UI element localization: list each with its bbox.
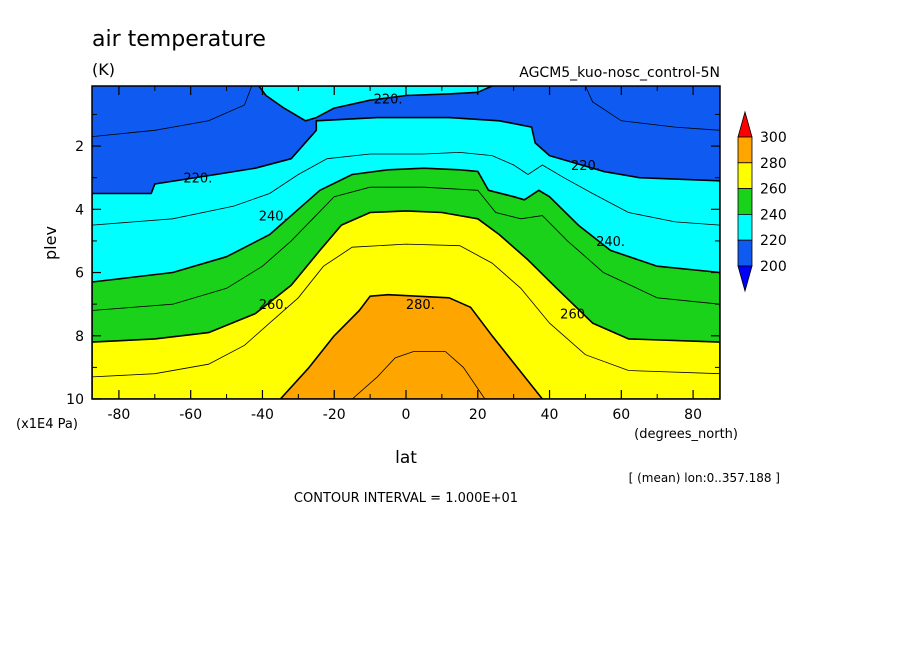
contour-label: 220. [374,93,403,108]
contour-label: 240. [259,210,288,225]
colorbar-label: 240 [760,207,787,223]
x-tick-label: -80 [107,407,130,423]
chart-units: (K) [92,60,115,79]
colorbar-label: 220 [760,233,787,249]
contour-line [92,86,253,137]
y-tick-label: 2 [75,139,84,155]
contour-label: 260. [259,298,288,313]
y-tick-label: 8 [75,329,84,345]
contour-line [585,86,720,131]
colorbar-label: 200 [760,259,787,275]
contour-label: 280. [406,298,435,313]
contour-label: 220. [183,172,212,187]
contour-region-280 [279,293,544,399]
x-tick-label: -40 [251,407,274,423]
x-tick-label: 40 [541,407,559,423]
mean-note: [ (mean) lon:0..357.188 ] [629,471,780,485]
plot-area [92,86,720,399]
contour-line [92,243,720,378]
chart-title: air temperature [92,27,266,52]
colorbar-segment [737,162,753,190]
x-tick-label: -20 [323,407,346,423]
x-tick-label: -60 [179,407,202,423]
x-tick-label: 60 [612,407,630,423]
contour-interval: CONTOUR INTERVAL = 1.000E+01 [294,491,518,506]
x-tick-label: 80 [684,407,702,423]
experiment-name: AGCM5_kuo-nosc_control-5N [519,65,720,81]
y-tick-label: 6 [75,266,84,282]
colorbar-label: 280 [760,156,787,172]
x-axis-units: (degrees_north) [634,427,738,442]
contour-line [351,351,486,399]
colorbar-segment [737,188,753,215]
y-tick-label: 4 [75,202,84,218]
colorbar-segment [737,213,753,241]
colorbar-segment [737,136,753,164]
contour-label: 240. [596,235,625,250]
colorbar-under-triangle [737,265,753,293]
x-tick-label: 20 [469,407,487,423]
contour-line [92,151,720,226]
x-axis-label: lat [395,448,417,468]
colorbar-label: 260 [760,182,787,198]
contour-label: 220. [571,159,600,174]
colorbar-over-triangle [737,110,753,138]
x-tick-label: 0 [402,407,411,423]
y-axis-units: (x1E4 Pa) [16,417,78,432]
y-tick-label: 10 [66,392,84,408]
colorbar-segment [737,239,753,267]
contour-region-220 [258,86,493,122]
contour-label: 260. [560,308,589,323]
colorbar-label: 300 [760,130,787,146]
contour-line [92,186,720,311]
colorbar: 300 280 260 240 220 200 [737,110,787,293]
y-axis-label: plev [41,226,60,260]
